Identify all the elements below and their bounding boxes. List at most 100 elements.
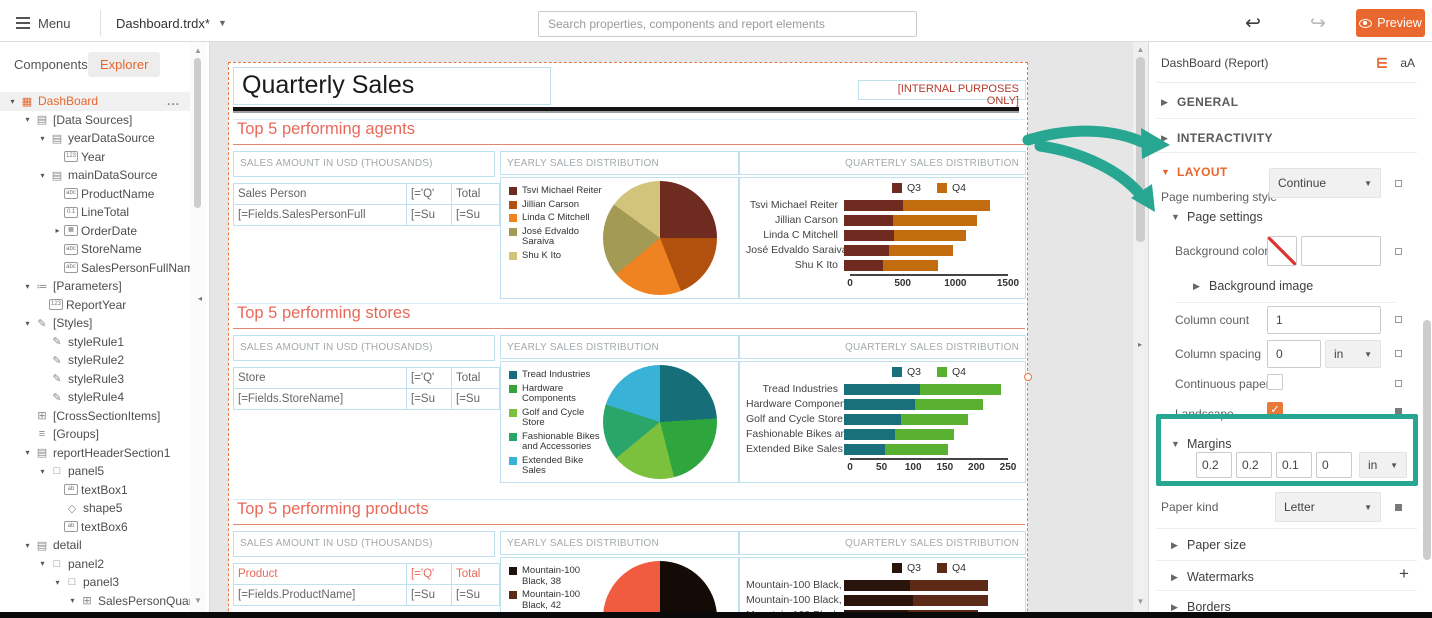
continuous-paper-checkbox[interactable] <box>1267 374 1283 390</box>
tree-item-stylerule2[interactable]: ✎ styleRule2 <box>0 351 190 370</box>
crosstab-table[interactable]: Store [='Q' Total [=Fields.StoreName] [=Su [=… <box>233 367 500 410</box>
table-panel-title-box[interactable]: SALES AMOUNT IN USD (THOUSANDS) <box>233 531 495 557</box>
pie-title-box[interactable]: YEARLY SALES DISTRIBUTION <box>500 335 739 359</box>
tree-item-salespersonquarter[interactable]: ▾ ⊞ SalesPersonQuarter <box>0 592 190 611</box>
page-numbering-dropdown[interactable]: Continue ▼ <box>1269 168 1381 198</box>
tree-item-stylerule1[interactable]: ✎ styleRule1 <box>0 333 190 352</box>
bar-segment-q4[interactable] <box>915 398 983 410</box>
collapse-right-icon[interactable]: ▸ <box>1138 340 1143 349</box>
tree-item-yeardatasource[interactable]: ▾ ▤ yearDataSource <box>0 129 190 148</box>
bar-segment-q4[interactable] <box>901 413 968 425</box>
bar-segment-q4[interactable] <box>883 259 938 271</box>
tree-item-stylerule4[interactable]: ✎ styleRule4 <box>0 388 190 407</box>
tree-item--parameters-[interactable]: ▾ ≔ [Parameters] <box>0 277 190 296</box>
tree-item-panel3[interactable]: ▾ □ panel3 <box>0 573 190 592</box>
bar-segment-q3[interactable] <box>844 428 895 440</box>
bar-segment-q4[interactable] <box>908 609 978 612</box>
tree-item--styles-[interactable]: ▾ ✎ [Styles] <box>0 314 190 333</box>
property-list-icon[interactable]: ⋿ <box>1375 54 1389 71</box>
tree-scroll-thumb[interactable] <box>194 58 201 208</box>
group-layout[interactable]: ▼ LAYOUT <box>1161 165 1228 179</box>
tree-item-stylerule3[interactable]: ✎ styleRule3 <box>0 370 190 389</box>
scroll-down-icon[interactable]: ▼ <box>194 596 202 605</box>
bar-segment-q3[interactable] <box>844 229 894 241</box>
section-band[interactable]: Top 5 performing products <box>233 499 1025 525</box>
bar-segment-q3[interactable] <box>844 443 885 455</box>
collapse-left-icon[interactable]: ◂ <box>198 294 203 303</box>
property-marker[interactable] <box>1395 350 1402 357</box>
redo-button[interactable]: ↪ <box>1310 12 1326 34</box>
margin-bottom-input[interactable]: 0 <box>1316 452 1352 478</box>
bar-segment-q4[interactable] <box>903 199 990 211</box>
tree-item-salespersonfullname[interactable]: abc SalesPersonFullName <box>0 259 190 278</box>
table-header-cell[interactable]: Store <box>233 367 407 389</box>
background-color-input[interactable] <box>1301 236 1381 266</box>
pie-chart-box[interactable]: Mountain-100 Black, 38 Mountain-100 Black… <box>500 557 739 612</box>
tree-item-reportyear[interactable]: 123 ReportYear <box>0 296 190 315</box>
bar-segment-q3[interactable] <box>844 199 903 211</box>
section-band[interactable]: Top 5 performing agents <box>233 119 1025 145</box>
undo-button[interactable]: ↩ <box>1245 12 1261 34</box>
crosstab-table[interactable]: Product [='Q' Total [=Fields.ProductName] [=… <box>233 563 500 606</box>
tree-scrollbar[interactable]: ▲ ▼ <box>190 42 206 612</box>
bar-segment-q4[interactable] <box>894 229 966 241</box>
tree-item-textbox6[interactable]: ab textBox6 <box>0 518 190 537</box>
crosstab-table[interactable]: Sales Person [='Q' Total [=Fields.SalesPers… <box>233 183 500 226</box>
table-cell[interactable]: [=Fields.ProductName] <box>233 584 407 606</box>
tree-item-panel5[interactable]: ▾ □ panel5 <box>0 462 190 481</box>
chevron-down-icon[interactable]: ▾ <box>25 318 30 328</box>
tree-item-detail[interactable]: ▾ ▤ detail <box>0 536 190 555</box>
margin-left-input[interactable]: 0.2 <box>1196 452 1232 478</box>
tree-item-panel2[interactable]: ▾ □ panel2 <box>0 555 190 574</box>
table-header-cell[interactable]: [='Q' <box>406 563 452 585</box>
search-input[interactable] <box>538 11 917 37</box>
bar-segment-q3[interactable] <box>844 383 920 395</box>
report-page[interactable]: Quarterly Sales [INTERNAL PURPOSES ONLY]… <box>228 62 1028 612</box>
group-interactivity[interactable]: ▶ INTERACTIVITY <box>1161 131 1273 145</box>
chevron-down-icon[interactable]: ▾ <box>40 133 45 143</box>
bar-title-box[interactable]: QUARTERLY SALES DISTRIBUTION <box>739 151 1026 175</box>
chevron-down-icon[interactable]: ▾ <box>25 115 30 125</box>
tree-item-linetotal[interactable]: 0.1 LineTotal <box>0 203 190 222</box>
tab-components[interactable]: Components <box>14 57 88 72</box>
bar-title-box[interactable]: QUARTERLY SALES DISTRIBUTION <box>739 335 1026 359</box>
landscape-checkbox[interactable]: ✓ <box>1267 402 1283 418</box>
subgroup-margins[interactable]: ▼ Margins <box>1171 437 1232 451</box>
tree-item-shape5[interactable]: ◇ shape5 <box>0 499 190 518</box>
table-header-cell[interactable]: Total <box>451 367 500 389</box>
properties-scroll-thumb[interactable] <box>1423 320 1431 560</box>
chevron-down-icon[interactable]: ▾ <box>10 96 15 106</box>
subgroup-paper-size[interactable]: ▶ Paper size <box>1171 538 1247 552</box>
table-header-cell[interactable]: [='Q' <box>406 367 452 389</box>
table-cell[interactable]: [=Fields.SalesPersonFull <box>233 204 407 226</box>
item-menu-button[interactable]: ... <box>166 94 180 109</box>
margin-top-input[interactable]: 0.1 <box>1276 452 1312 478</box>
pie-chart[interactable] <box>603 561 717 612</box>
pie-title-box[interactable]: YEARLY SALES DISTRIBUTION <box>500 531 739 555</box>
internal-note-textbox[interactable]: [INTERNAL PURPOSES ONLY] <box>858 80 1026 107</box>
scroll-up-icon[interactable]: ▲ <box>1136 45 1145 54</box>
tree-item-textbox1[interactable]: ab textBox1 <box>0 481 190 500</box>
chevron-right-icon[interactable]: ▸ <box>55 226 60 236</box>
table-cell[interactable]: [=Su <box>406 204 452 226</box>
text-size-icon[interactable]: aA <box>1400 56 1415 70</box>
bar-segment-q3[interactable] <box>844 594 913 606</box>
bar-title-box[interactable]: QUARTERLY SALES DISTRIBUTION <box>739 531 1026 555</box>
tree-item-orderdate[interactable]: ▸ ▦ OrderDate <box>0 222 190 241</box>
canvas-scroll-thumb[interactable] <box>1136 57 1145 242</box>
margins-unit-dropdown[interactable]: in ▼ <box>1359 452 1407 478</box>
subgroup-borders[interactable]: ▶ Borders <box>1171 600 1231 614</box>
background-color-swatch[interactable] <box>1267 236 1297 266</box>
bar-segment-q4[interactable] <box>885 443 948 455</box>
property-marker[interactable] <box>1395 180 1402 187</box>
pie-chart[interactable] <box>603 181 717 295</box>
table-panel-title-box[interactable]: SALES AMOUNT IN USD (THOUSANDS) <box>233 335 495 361</box>
tree-item-storename[interactable]: abc StoreName <box>0 240 190 259</box>
tree-item-year[interactable]: 123 Year <box>0 148 190 167</box>
bar-segment-q3[interactable] <box>844 398 915 410</box>
property-marker[interactable] <box>1395 408 1402 415</box>
subgroup-page-settings[interactable]: ▼ Page settings <box>1171 210 1263 224</box>
tree-item-reportheadersection1[interactable]: ▾ ▤ reportHeaderSection1 <box>0 444 190 463</box>
property-marker[interactable] <box>1395 316 1402 323</box>
bar-segment-q3[interactable] <box>844 579 910 591</box>
